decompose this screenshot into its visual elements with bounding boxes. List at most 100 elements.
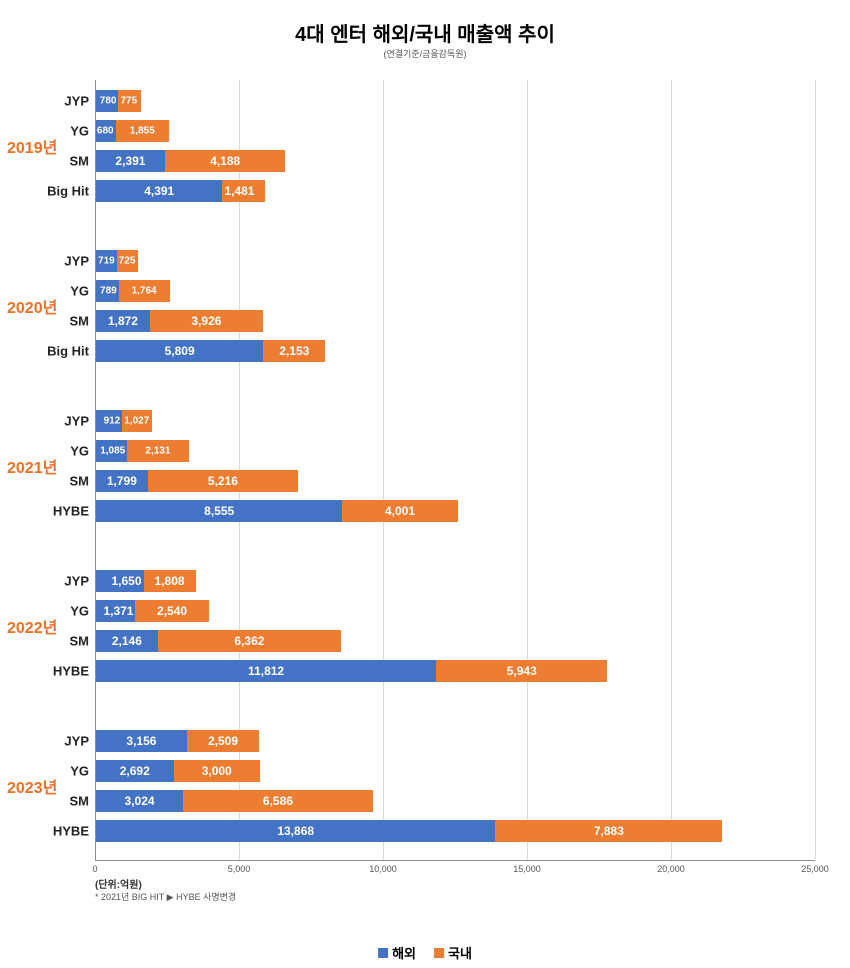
category-label: HYBE — [47, 504, 89, 519]
bar-domestic: 2,153 — [263, 340, 325, 362]
bar-overseas: 780 — [96, 90, 118, 112]
bar-label-domestic: 725 — [119, 256, 136, 267]
grid-line — [527, 80, 528, 860]
bar-domestic: 1,481 — [222, 180, 265, 202]
grid-line — [671, 80, 672, 860]
bar-label-overseas: 8,555 — [204, 504, 234, 518]
bar-overseas: 912 — [96, 410, 122, 432]
chart-subtitle: (연결기준/금융감독원) — [0, 47, 850, 60]
bar-domestic: 2,540 — [135, 600, 208, 622]
bar-label-overseas: 2,146 — [112, 634, 142, 648]
bar-domestic: 2,509 — [187, 730, 259, 752]
legend-item-overseas: 해외 — [378, 943, 416, 962]
plot-area: 05,00010,00015,00020,00025,000(단위:억원)* 2… — [95, 80, 815, 890]
bar-overseas: 2,146 — [96, 630, 158, 652]
bar-label-overseas: 1,799 — [107, 474, 137, 488]
bar-overseas: 2,692 — [96, 760, 174, 782]
legend-label-domestic: 국내 — [448, 943, 472, 962]
legend-label-overseas: 해외 — [392, 943, 416, 962]
legend-swatch-overseas — [378, 948, 388, 958]
bar-label-overseas: 789 — [100, 286, 117, 297]
bar-label-domestic: 4,001 — [385, 504, 415, 518]
bar-overseas: 680 — [96, 120, 116, 142]
bar-overseas: 1,872 — [96, 310, 150, 332]
category-label: JYP — [47, 734, 89, 749]
bar-overseas: 4,391 — [96, 180, 222, 202]
unit-label: (단위:억원) — [95, 876, 142, 891]
bar-label-domestic: 4,188 — [210, 154, 240, 168]
legend-swatch-domestic — [434, 948, 444, 958]
bar-overseas: 11,812 — [96, 660, 436, 682]
bar-domestic: 1,764 — [119, 280, 170, 302]
bar-domestic: 1,808 — [144, 570, 196, 592]
x-tick-label: 25,000 — [801, 864, 829, 874]
bar-label-overseas: 2,692 — [120, 764, 150, 778]
year-label: 2022년 — [7, 614, 57, 638]
bar-label-domestic: 775 — [120, 96, 137, 107]
bar-overseas: 2,391 — [96, 150, 165, 172]
bar-label-domestic: 5,943 — [507, 664, 537, 678]
bar-domestic: 2,131 — [127, 440, 188, 462]
bar-label-domestic: 2,540 — [157, 604, 187, 618]
bar-label-domestic: 3,926 — [191, 314, 221, 328]
bar-label-overseas: 5,809 — [165, 344, 195, 358]
footnote: * 2021년 BIG HIT ▶ HYBE 사명변경 — [95, 890, 236, 903]
bar-label-overseas: 4,391 — [144, 184, 174, 198]
bar-overseas: 8,555 — [96, 500, 342, 522]
legend: 해외 국내 — [378, 943, 472, 962]
revenue-chart: 4대 엔터 해외/국내 매출액 추이 (연결기준/금융감독원) 05,00010… — [0, 0, 850, 968]
bar-domestic: 6,362 — [158, 630, 341, 652]
x-tick-label: 20,000 — [657, 864, 685, 874]
bar-label-overseas: 3,024 — [125, 794, 155, 808]
category-label: HYBE — [47, 824, 89, 839]
x-tick-label: 5,000 — [228, 864, 251, 874]
category-label: JYP — [47, 574, 89, 589]
bar-label-overseas: 1,085 — [100, 446, 125, 457]
bar-overseas: 1,799 — [96, 470, 148, 492]
bar-label-domestic: 2,509 — [208, 734, 238, 748]
bar-domestic: 4,188 — [165, 150, 286, 172]
grid-line — [383, 80, 384, 860]
legend-item-domestic: 국내 — [434, 943, 472, 962]
year-label: 2021년 — [7, 454, 57, 478]
bar-label-overseas: 719 — [98, 256, 115, 267]
bar-domestic: 5,216 — [148, 470, 298, 492]
bar-label-domestic: 1,855 — [130, 126, 155, 137]
bar-overseas: 719 — [96, 250, 117, 272]
bar-overseas: 13,868 — [96, 820, 495, 842]
bar-domestic: 5,943 — [436, 660, 607, 682]
bar-domestic: 1,027 — [122, 410, 152, 432]
bar-label-domestic: 1,481 — [224, 184, 254, 198]
bar-domestic: 1,855 — [116, 120, 169, 142]
bar-overseas: 3,024 — [96, 790, 183, 812]
bar-label-overseas: 11,812 — [248, 664, 284, 678]
bar-domestic: 3,926 — [150, 310, 263, 332]
bar-label-domestic: 1,808 — [155, 574, 185, 588]
grid-line — [815, 80, 816, 860]
year-label: 2023년 — [7, 774, 57, 798]
bar-domestic: 3,000 — [174, 760, 260, 782]
bar-domestic: 4,001 — [342, 500, 457, 522]
bar-label-domestic: 1,027 — [124, 416, 149, 427]
bar-domestic: 7,883 — [495, 820, 722, 842]
category-label: Big Hit — [47, 184, 89, 199]
bar-label-overseas: 2,391 — [115, 154, 145, 168]
bar-label-overseas: 780 — [100, 96, 117, 107]
bar-domestic: 725 — [117, 250, 138, 272]
bar-overseas: 1,371 — [96, 600, 135, 622]
year-label: 2020년 — [7, 294, 57, 318]
bar-overseas: 1,650 — [96, 570, 144, 592]
bar-label-overseas: 3,156 — [126, 734, 156, 748]
bar-overseas: 3,156 — [96, 730, 187, 752]
category-label: JYP — [47, 254, 89, 269]
bar-label-overseas: 912 — [104, 416, 121, 427]
bar-label-overseas: 1,872 — [108, 314, 138, 328]
bar-label-overseas: 13,868 — [277, 824, 314, 838]
x-tick-label: 10,000 — [369, 864, 397, 874]
bar-overseas: 5,809 — [96, 340, 263, 362]
category-label: HYBE — [47, 664, 89, 679]
category-label: JYP — [47, 94, 89, 109]
bar-label-domestic: 1,764 — [132, 286, 157, 297]
x-axis — [95, 860, 815, 861]
bar-label-domestic: 6,586 — [263, 794, 293, 808]
